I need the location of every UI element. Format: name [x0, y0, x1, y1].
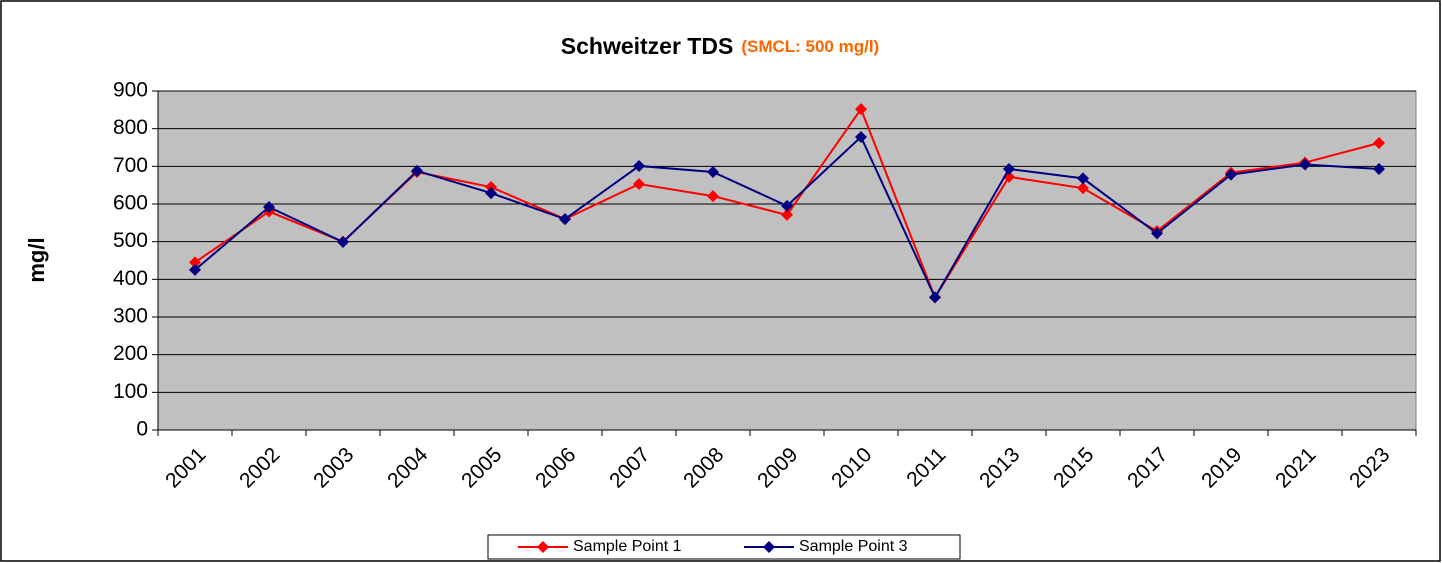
- chart-subtitle: (SMCL: 500 mg/l): [741, 37, 879, 56]
- data-point: [189, 263, 201, 276]
- data-point: [263, 201, 275, 214]
- y-tick-label: 800: [113, 116, 148, 139]
- data-point: [781, 208, 793, 221]
- data-point: [1373, 136, 1385, 149]
- data-point: [1003, 162, 1015, 175]
- chart-title-group: Schweitzer TDS (SMCL: 500 mg/l): [561, 33, 879, 59]
- y-axis-label: mg/l: [24, 237, 49, 282]
- data-point: [707, 165, 719, 178]
- y-tick-label: 700: [113, 154, 148, 177]
- legend-label: Sample Point 3: [799, 538, 908, 555]
- data-point: [633, 159, 645, 172]
- chart-title: Schweitzer TDS: [561, 33, 734, 59]
- data-point: [1077, 172, 1089, 185]
- data-point: [633, 178, 645, 191]
- data-point: [559, 213, 571, 226]
- y-tick-label: 600: [113, 192, 148, 215]
- data-point: [1299, 158, 1311, 171]
- data-point: [485, 187, 497, 200]
- data-point: [855, 103, 867, 116]
- plot-area: [157, 90, 1417, 431]
- data-point: [855, 130, 867, 143]
- y-tick-label: 0: [136, 418, 148, 441]
- y-tick-label: 200: [113, 342, 148, 365]
- data-point: [707, 190, 719, 203]
- y-tick-label: 100: [113, 380, 148, 403]
- legend-marker: [537, 541, 549, 553]
- y-tick-label: 500: [113, 229, 148, 252]
- y-tick-label: 400: [113, 267, 148, 290]
- legend-label: Sample Point 1: [573, 538, 682, 555]
- data-point: [781, 199, 793, 212]
- data-point: [485, 181, 497, 194]
- data-point: [1151, 227, 1163, 240]
- legend-marker: [763, 541, 775, 553]
- data-point: [1077, 182, 1089, 195]
- data-point: [411, 164, 423, 177]
- data-point: [1225, 168, 1237, 181]
- y-tick-label: 300: [113, 305, 148, 328]
- data-point: [337, 236, 349, 249]
- data-point: [1373, 162, 1385, 175]
- data-point: [189, 256, 201, 269]
- data-point: [929, 291, 941, 304]
- y-tick-label: 900: [113, 79, 148, 102]
